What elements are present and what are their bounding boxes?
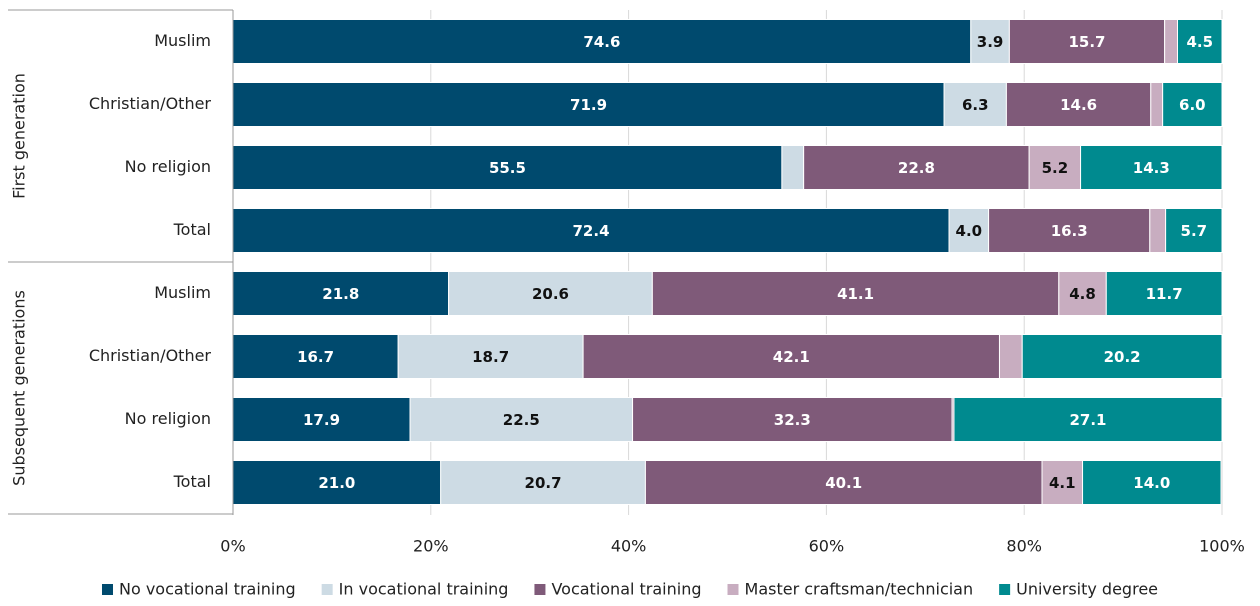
legend-swatch (727, 584, 739, 595)
bar-segment (1080, 145, 1223, 190)
bar-segment (803, 145, 1030, 190)
bar-segment (1165, 208, 1223, 253)
bar-segment (948, 208, 990, 253)
legend-label: Master craftsman/technician (745, 580, 974, 599)
y-tick-label: Muslim (154, 283, 211, 302)
bar-segment (232, 334, 399, 379)
data-label: 17.9 (303, 411, 340, 429)
y-tick-label: Muslim (154, 31, 211, 50)
x-tick-label: 80% (1006, 537, 1042, 556)
legend-swatch (534, 584, 546, 595)
data-label: 11.7 (1146, 285, 1183, 303)
data-label: 32.3 (774, 411, 811, 429)
data-label: 4.8 (1069, 285, 1096, 303)
bar-segment (998, 334, 1023, 379)
bar-segment (1149, 208, 1167, 253)
bar-segment (1028, 145, 1082, 190)
data-label: 41.1 (837, 285, 874, 303)
bar-segment (232, 19, 972, 64)
legend: No vocational training In vocational trai… (101, 580, 1158, 599)
group-label: First generation (10, 73, 29, 199)
data-label: 4.1 (1049, 474, 1076, 492)
bar-segment (1021, 334, 1223, 379)
data-label: 27.1 (1069, 411, 1106, 429)
data-label: 72.4 (573, 222, 610, 240)
data-label: 74.6 (583, 33, 620, 51)
data-label: 15.7 (1068, 33, 1105, 51)
y-tick-label: Christian/Other (89, 94, 212, 113)
bar-segment (1041, 460, 1084, 505)
bar-segment (651, 271, 1060, 316)
data-label: 14.0 (1133, 474, 1170, 492)
bar-segment (943, 82, 1007, 127)
y-tick-label: No religion (125, 409, 211, 428)
bar-segment (953, 397, 1223, 442)
legend-label: No vocational training (119, 580, 296, 599)
data-label: 21.0 (318, 474, 355, 492)
data-label: 6.0 (1179, 96, 1206, 114)
data-label: 3.9 (977, 33, 1004, 51)
data-label: 5.7 (1181, 222, 1208, 240)
bar-segment (1058, 271, 1107, 316)
data-label: 4.0 (956, 222, 983, 240)
legend-swatch (101, 584, 113, 595)
bar-segment (1162, 82, 1223, 127)
bar-segment (232, 208, 950, 253)
data-label: 55.5 (489, 159, 526, 177)
data-label: 21.8 (322, 285, 359, 303)
y-tick-label: Christian/Other (89, 346, 212, 365)
data-label: 22.5 (503, 411, 540, 429)
data-label: 22.8 (898, 159, 935, 177)
legend-label: Vocational training (551, 580, 701, 599)
data-label: 5.2 (1042, 159, 1069, 177)
data-label: 14.6 (1060, 96, 1097, 114)
bar-segment (1105, 271, 1223, 316)
data-label: 20.7 (525, 474, 562, 492)
bar-segment (409, 397, 634, 442)
bar-segment (1082, 460, 1222, 505)
bar-segment (1176, 19, 1223, 64)
bar-segment (397, 334, 584, 379)
data-label: 14.3 (1133, 159, 1170, 177)
data-label: 20.6 (532, 285, 569, 303)
x-tick-label: 100% (1199, 537, 1245, 556)
bar-segment (781, 145, 805, 190)
bar-segment (232, 271, 450, 316)
x-tick-label: 40% (611, 537, 647, 556)
x-tick-label: 60% (809, 537, 845, 556)
bar-segment (582, 334, 1000, 379)
bar-segment (644, 460, 1043, 505)
bar-segment (232, 82, 945, 127)
bar-segment (1005, 82, 1152, 127)
group-label: Subsequent generations (10, 290, 29, 486)
data-label: 71.9 (570, 96, 607, 114)
legend-swatch (321, 584, 333, 595)
bar-segment (448, 271, 653, 316)
bar-segment (632, 397, 953, 442)
x-tick-label: 0% (220, 537, 245, 556)
data-label: 20.2 (1104, 348, 1141, 366)
data-label: 16.3 (1051, 222, 1088, 240)
y-tick-label: Total (173, 472, 211, 491)
legend-swatch (999, 584, 1011, 595)
bar-segment (440, 460, 646, 505)
data-label: 18.7 (472, 348, 509, 366)
legend-label: In vocational training (339, 580, 509, 599)
bar-segment (1164, 19, 1178, 64)
data-label: 40.1 (825, 474, 862, 492)
data-label: 42.1 (773, 348, 810, 366)
bar-segment (1150, 82, 1164, 127)
legend-label: University degree (1016, 580, 1158, 599)
bar-segment (232, 145, 783, 190)
data-label: 6.3 (962, 96, 989, 114)
y-tick-label: Total (173, 220, 211, 239)
data-label: 4.5 (1186, 33, 1213, 51)
data-label: 16.7 (297, 348, 334, 366)
x-tick-label: 20% (413, 537, 449, 556)
y-tick-label: No religion (125, 157, 211, 176)
